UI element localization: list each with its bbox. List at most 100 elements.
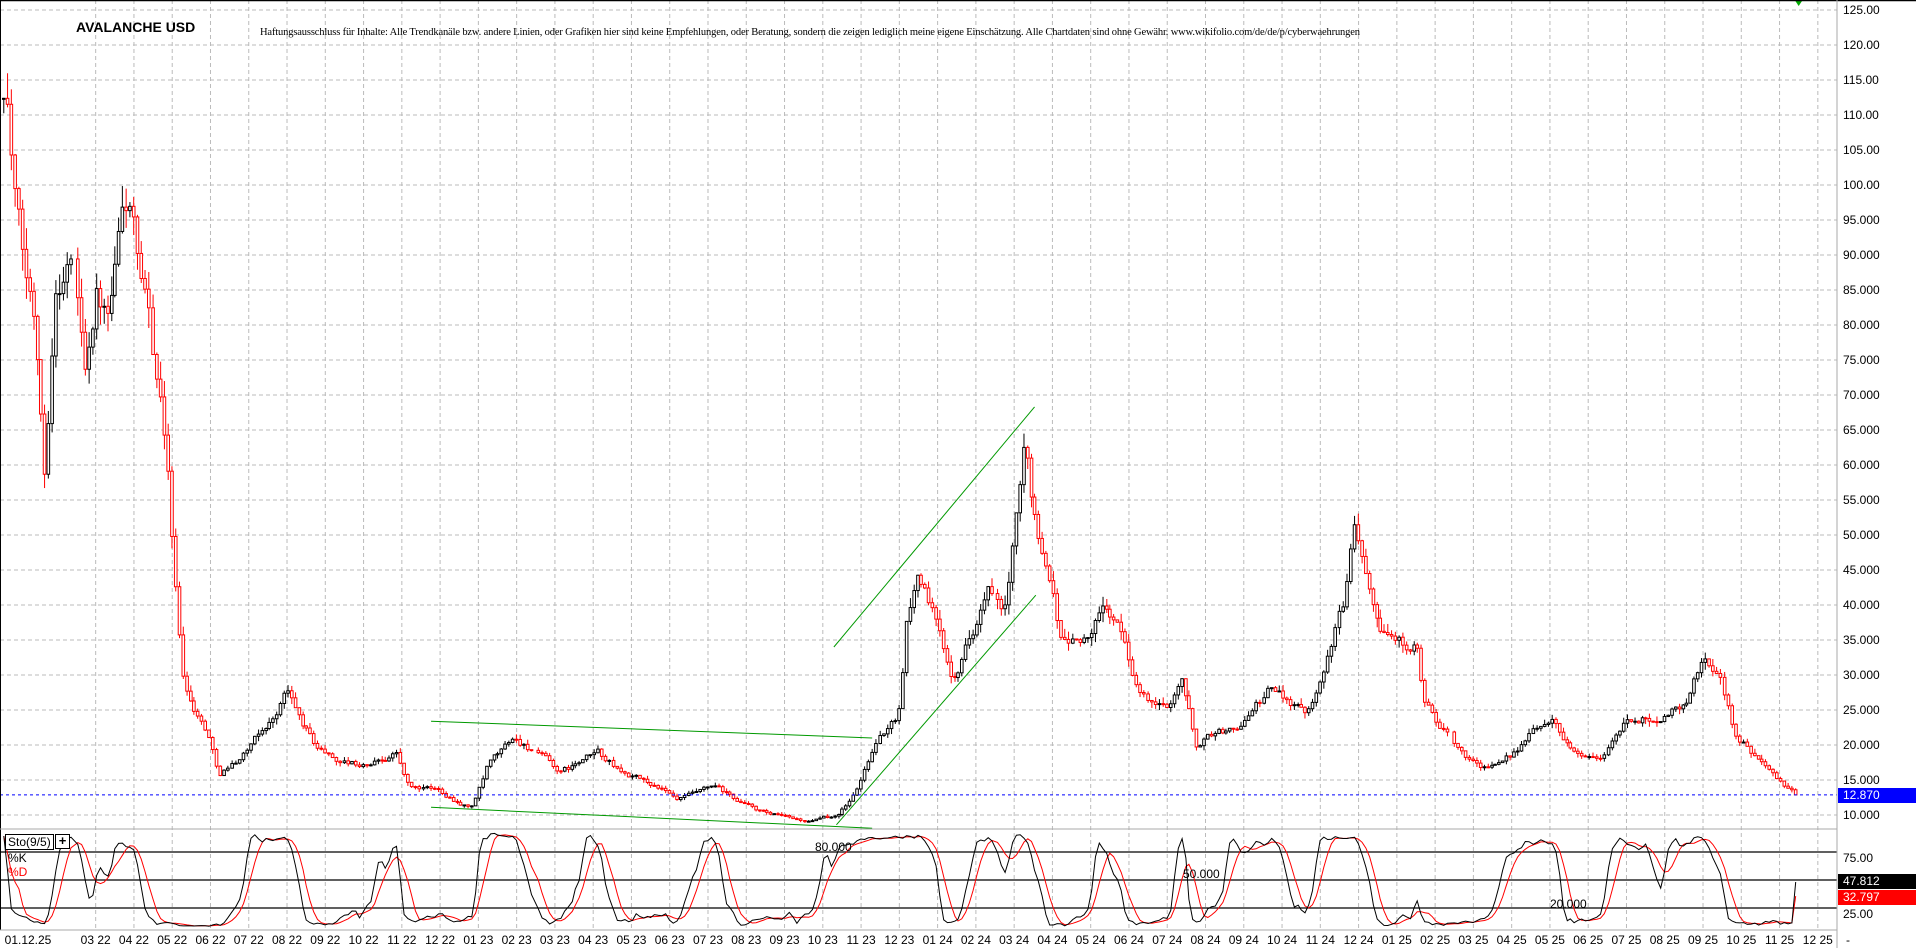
- candle-body: [1412, 644, 1417, 652]
- candle: [953, 672, 957, 682]
- candle-body: [1793, 789, 1798, 796]
- candle: [87, 332, 91, 384]
- candle: [1730, 703, 1735, 729]
- candle-body: [1734, 723, 1738, 737]
- stoch-tick-25: 25.00: [1843, 907, 1874, 921]
- candle: [131, 197, 136, 236]
- candle-body: [1378, 617, 1383, 632]
- candle-body: [922, 583, 927, 589]
- candle-body: [1205, 733, 1210, 740]
- time-tick: 07 23: [692, 933, 723, 947]
- candle-body: [1303, 706, 1307, 714]
- candle: [525, 739, 530, 752]
- candle-body: [109, 294, 114, 314]
- candle: [1618, 730, 1622, 738]
- candle-body: [1224, 730, 1228, 734]
- candle-body: [24, 248, 29, 279]
- time-tick: 04 24: [1037, 933, 1068, 947]
- k-value-tag: 47.812: [1838, 874, 1916, 889]
- candle-body: [1463, 750, 1468, 758]
- candle-body: [1633, 720, 1637, 723]
- candle-body: [402, 762, 406, 775]
- candle: [65, 252, 70, 299]
- candle-body: [581, 759, 585, 764]
- price-tick: 55.000: [1843, 493, 1880, 507]
- price-tick: 95.000: [1843, 213, 1880, 227]
- candle: [1168, 700, 1173, 713]
- candle-body: [409, 781, 414, 788]
- candle: [448, 795, 452, 799]
- cursor-date-label: 01.12.25: [4, 933, 52, 947]
- candle: [634, 774, 639, 779]
- candle: [116, 217, 121, 267]
- candle: [1550, 714, 1555, 729]
- candle: [1515, 747, 1520, 756]
- candle-body: [222, 769, 226, 777]
- candle: [135, 214, 140, 270]
- candle-body: [230, 763, 234, 769]
- candle: [1640, 715, 1645, 727]
- candle: [1602, 752, 1607, 762]
- candle: [1539, 725, 1543, 732]
- candle-body: [859, 779, 863, 790]
- candle: [904, 620, 909, 677]
- candle: [1180, 678, 1184, 693]
- candle-body: [555, 766, 559, 772]
- time-tick: 02 24: [960, 933, 991, 947]
- candle-body: [1486, 766, 1491, 769]
- candle-body: [1190, 708, 1195, 730]
- candle: [417, 784, 422, 793]
- candle-body: [1089, 633, 1094, 639]
- candle-body: [1044, 552, 1048, 567]
- candle-body: [390, 753, 395, 759]
- candle: [1681, 703, 1686, 714]
- candle-body: [311, 733, 316, 744]
- candle: [1423, 678, 1427, 708]
- candle-body: [1546, 722, 1551, 726]
- candle: [897, 704, 901, 725]
- candle-body: [1329, 645, 1334, 657]
- price-tick: 125.00: [1843, 3, 1880, 17]
- candle: [9, 89, 14, 171]
- indicator-label[interactable]: Sto(9/5): [5, 834, 54, 850]
- candle: [181, 626, 186, 679]
- candle-body: [499, 748, 504, 755]
- candle-body: [1168, 703, 1173, 709]
- candle: [1242, 716, 1247, 728]
- candle-body: [398, 752, 403, 764]
- candle-body: [562, 766, 567, 772]
- price-tick: 120.00: [1843, 38, 1880, 52]
- candle-body: [1014, 512, 1019, 547]
- candle-body: [1007, 581, 1011, 606]
- candle-body: [1161, 703, 1166, 706]
- candle-body: [1246, 715, 1251, 721]
- candle-body: [1629, 719, 1634, 722]
- indicator-expand-icon[interactable]: +: [55, 834, 70, 849]
- candle: [1677, 703, 1682, 715]
- trendline: [836, 594, 1037, 826]
- candle: [50, 338, 54, 433]
- candle-body: [1523, 740, 1528, 746]
- candle: [803, 820, 807, 823]
- candle: [630, 773, 635, 780]
- candle-body: [477, 786, 482, 799]
- candle-body: [1598, 757, 1603, 760]
- candle-body: [1504, 755, 1509, 762]
- candle: [1014, 512, 1019, 555]
- candle-body: [1285, 697, 1289, 701]
- candle: [1126, 634, 1131, 667]
- candle: [189, 685, 193, 702]
- price-tick: 105.00: [1843, 143, 1880, 157]
- candle-body: [429, 786, 433, 789]
- candle-body: [1753, 752, 1757, 757]
- candle: [1456, 742, 1460, 750]
- candle-body: [1176, 686, 1181, 696]
- candle-body: [721, 786, 725, 793]
- candle-body: [433, 787, 437, 790]
- candle-body: [1741, 741, 1746, 744]
- candle-body: [1071, 638, 1075, 644]
- time-tick: 05 23: [616, 933, 647, 947]
- candle: [779, 812, 784, 817]
- candle-body: [803, 820, 807, 823]
